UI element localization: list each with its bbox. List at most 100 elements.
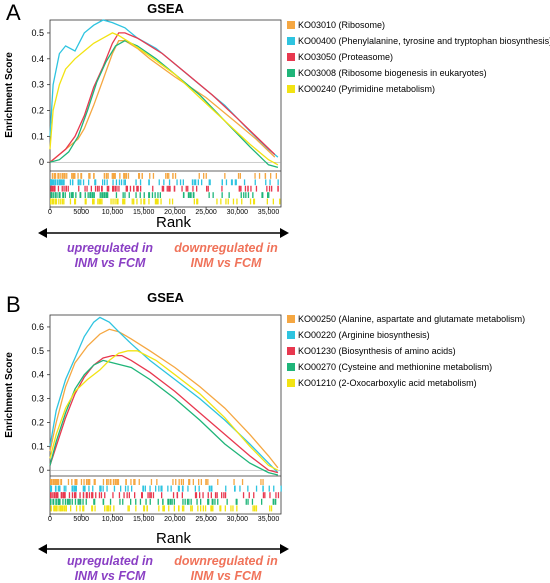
barcode-mark [91,505,93,512]
barcode-mark [70,505,72,512]
barcode-mark [170,485,172,492]
barcode-mark [138,479,140,485]
barcode-mark [51,173,54,179]
barcode-mark [55,485,57,492]
barcode-mark [152,492,155,499]
barcode-mark [149,498,151,505]
barcode-mark [53,492,56,499]
barcode-mark [58,179,60,186]
barcode-mark [98,185,100,192]
barcode-mark [152,173,155,179]
barcode-mark [268,192,270,198]
barcode-mark [166,185,168,192]
upregulated-label: INM vs FCM [75,256,146,270]
barcode-mark [59,498,61,505]
barcode-mark [91,505,94,512]
barcode-mark [195,492,198,499]
barcode-mark [84,185,86,192]
barcode-mark [107,505,109,512]
barcode-mark [120,179,123,186]
barcode-mark [113,485,116,492]
series-line-1 [49,328,279,469]
barcode-mark [268,185,271,192]
barcode-mark [149,173,151,179]
chart-title: GSEA [147,1,184,16]
barcode-mark [261,498,263,505]
y-tick-label: 0.3 [31,80,44,90]
arrow-head-right [280,544,289,554]
series-line-3 [49,354,279,474]
arrow-head-right [280,228,289,238]
barcode-mark [118,185,120,192]
barcode-mark [86,185,88,192]
barcode-mark [261,192,263,198]
barcode-mark [54,505,56,512]
barcode-mark [75,485,77,492]
barcode-mark [57,173,60,179]
barcode-mark [92,198,94,205]
barcode-mark [106,179,108,186]
legend-label: KO03050 (Proteasome) [298,52,394,62]
barcode-mark [57,185,60,192]
barcode-mark [92,192,94,198]
barcode-mark [196,198,198,205]
barcode-mark [208,485,210,492]
barcode-mark [131,198,133,205]
barcode-mark [255,185,258,192]
barcode-mark [112,173,114,179]
barcode-mark [176,179,178,186]
barcode-mark [247,185,249,192]
barcode-mark [255,485,258,492]
barcode-mark [252,192,254,198]
barcode-mark [176,492,179,499]
barcode-mark [122,198,124,205]
barcode-mark [76,479,78,485]
barcode-mark [60,479,63,485]
barcode-mark [277,179,279,186]
barcode-mark [55,492,57,499]
barcode-mark [239,185,241,192]
barcode-mark [234,179,236,186]
barcode-mark [271,185,273,192]
y-tick-label: 0.5 [31,346,44,356]
barcode-mark [104,505,106,512]
barcode-mark [166,173,169,179]
arrow-head-left [38,544,47,554]
barcode-mark [85,198,87,205]
barcode-mark [74,198,76,205]
y-tick-label: 0.2 [31,417,44,427]
barcode-mark [169,198,171,205]
barcode-mark [231,179,233,186]
barcode-mark [50,485,52,492]
barcode-mark [196,498,198,505]
barcode-mark [224,492,227,499]
barcode-mark [140,198,142,205]
barcode-mark [56,179,58,186]
barcode-mark [116,479,119,485]
x-tick-label: 15,000 [133,516,155,523]
barcode-mark [119,498,121,505]
barcode-mark [186,498,189,505]
legend-label: KO01210 (2-Oxocarboxylic acid metabolism… [298,378,477,388]
barcode-mark [228,192,230,198]
barcode-mark [50,492,52,499]
barcode-mark [110,198,112,205]
barcode-mark [122,498,124,505]
barcode-mark [80,173,82,179]
barcode-mark [73,173,75,179]
legend-swatch [287,347,295,355]
barcode-mark [53,479,55,485]
chart-panel-b: GSEA Enrichment Score 0 0.1 0.2 0.3 0.4 0.5 0.6 0… [4,290,289,583]
barcode-mark [177,485,180,492]
barcode-mark [235,498,237,505]
legend-label: KO00250 (Alanine, aspartate and glutamat… [298,314,526,324]
barcode-mark [114,173,116,179]
barcode-mark [221,492,223,499]
barcode-mark [96,185,99,192]
barcode-mark [75,192,77,198]
barcode-mark [244,185,247,192]
barcode-mark [85,498,87,505]
barcode-mark [162,498,164,505]
barcode-mark [152,185,154,192]
